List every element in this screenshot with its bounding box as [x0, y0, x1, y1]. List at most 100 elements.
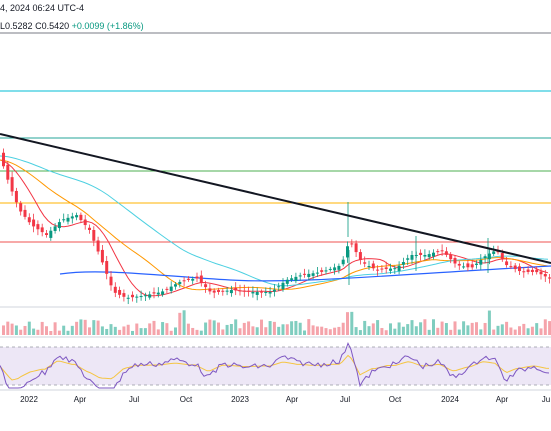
- candle: [466, 259, 470, 272]
- candle: [45, 230, 48, 238]
- candle: [346, 241, 349, 263]
- volume-bar: [406, 324, 410, 335]
- time-axis-label: Ju: [542, 395, 550, 404]
- candle: [505, 257, 509, 268]
- volume-bar: [303, 330, 306, 335]
- candle: [320, 267, 324, 276]
- volume-bar: [126, 324, 130, 335]
- candle: [260, 289, 263, 298]
- volume-bar: [294, 320, 298, 335]
- candle: [242, 284, 246, 297]
- volume-bar: [393, 328, 397, 335]
- volume-bar: [251, 326, 255, 335]
- candle: [53, 223, 57, 234]
- candle: [393, 265, 397, 274]
- candle: [298, 272, 302, 281]
- candle: [268, 286, 272, 298]
- ma-mid-line: [0, 159, 549, 291]
- candle: [19, 200, 23, 216]
- ma-slow-b-line: [59, 265, 551, 282]
- volume-bar: [307, 319, 311, 335]
- header-date-text: 4, 2024 06:24 UTC-4: [0, 3, 85, 13]
- volume-bar: [363, 320, 367, 335]
- candle: [195, 272, 199, 283]
- candle: [509, 261, 513, 270]
- candle: [10, 171, 14, 196]
- volume-bar: [414, 326, 418, 335]
- candle: [40, 223, 44, 237]
- candle: [208, 283, 212, 295]
- candle: [315, 267, 319, 278]
- candle: [539, 268, 543, 280]
- candle: [6, 160, 10, 184]
- time-axis: 2022 Apr Jul Oct 2023 Apr Jul Oct 2024 Apr Ju: [0, 389, 551, 404]
- volume-bar: [234, 319, 238, 335]
- ma-slow-a-line: [0, 155, 549, 287]
- candle: [70, 212, 74, 224]
- candle: [27, 213, 31, 225]
- candle: [294, 272, 298, 284]
- volume-bar: [62, 325, 66, 335]
- volume-bar: [148, 323, 152, 335]
- candle: [449, 252, 453, 264]
- candle: [272, 284, 276, 297]
- moving-averages: [0, 155, 551, 297]
- candle: [255, 287, 259, 301]
- candle: [186, 276, 190, 282]
- candle: [143, 292, 147, 302]
- candle: [397, 261, 401, 275]
- volume-bar: [436, 327, 440, 335]
- candle: [204, 280, 208, 293]
- volume-bar: [354, 327, 358, 335]
- candle: [337, 263, 341, 274]
- volume-bar: [238, 328, 242, 335]
- candle: [212, 288, 216, 299]
- volume-bar: [135, 323, 139, 335]
- volume-bar: [328, 329, 332, 335]
- candle: [88, 224, 91, 234]
- volume-bar: [423, 319, 427, 335]
- volume-bar: [419, 322, 423, 335]
- ohlc-change-value: +0.0099 (+1.86%): [71, 21, 144, 31]
- volume-bar: [199, 330, 203, 335]
- candlesticks: [2, 148, 551, 305]
- candle: [358, 249, 362, 265]
- time-axis-label: Apr: [496, 395, 509, 404]
- volume-bar: [530, 326, 534, 335]
- volume-bar: [543, 319, 547, 335]
- volume-bar: [152, 320, 156, 335]
- candle: [277, 282, 281, 291]
- candle: [32, 213, 36, 233]
- chart-header-date: 4, 2024 06:24 UTC-4: [0, 3, 84, 13]
- volume-bar: [285, 324, 289, 335]
- candle: [23, 205, 27, 220]
- candle: [350, 239, 354, 248]
- candle: [303, 268, 306, 278]
- candle: [217, 287, 220, 295]
- candle: [109, 270, 113, 291]
- candle: [122, 289, 126, 302]
- rsi-band: [0, 347, 551, 385]
- volume-bar: [449, 329, 453, 335]
- volume-bar: [143, 328, 147, 335]
- volume-bar: [548, 321, 551, 335]
- volume-bar: [397, 322, 401, 335]
- candle: [475, 260, 478, 269]
- volume-bar: [277, 326, 281, 335]
- volume-bar: [337, 326, 341, 335]
- candle: [535, 266, 539, 275]
- candle: [543, 269, 547, 282]
- candle: [161, 288, 165, 297]
- volume-bar: [505, 321, 509, 335]
- candle: [444, 247, 448, 258]
- time-axis-label: Apr: [74, 395, 87, 404]
- candle: [410, 250, 414, 264]
- volume-bar: [268, 321, 272, 335]
- volume-bar: [70, 325, 74, 335]
- volume-bar: [161, 322, 165, 335]
- candle: [457, 261, 461, 270]
- descending-trendline[interactable]: [0, 133, 551, 264]
- time-axis-label: Oct: [180, 395, 193, 404]
- candle: [79, 212, 83, 223]
